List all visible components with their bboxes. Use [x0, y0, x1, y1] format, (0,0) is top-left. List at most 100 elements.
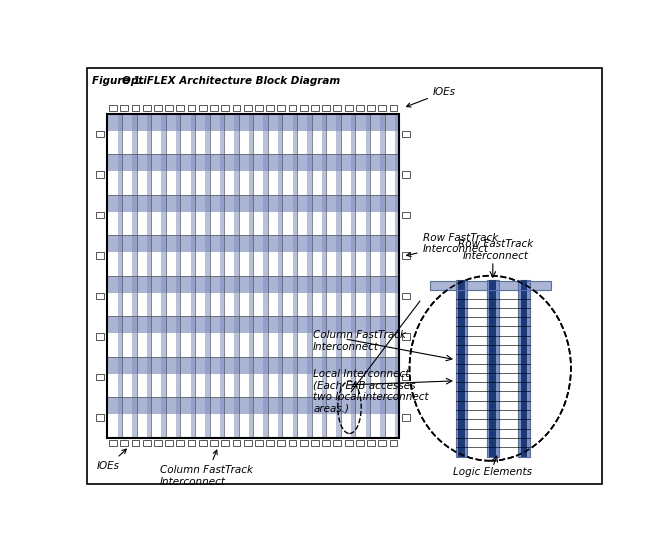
Bar: [378, 440, 386, 447]
Bar: [199, 440, 207, 447]
Bar: [292, 114, 297, 437]
Bar: [403, 414, 410, 420]
Bar: [205, 114, 210, 437]
Bar: [521, 280, 528, 456]
Bar: [120, 105, 128, 111]
Bar: [300, 440, 308, 447]
Bar: [403, 212, 410, 218]
Bar: [120, 440, 128, 447]
Bar: [233, 440, 241, 447]
Bar: [97, 333, 104, 340]
Bar: [176, 114, 180, 437]
Text: Row FastTrack
Interconnect: Row FastTrack Interconnect: [458, 239, 533, 261]
Bar: [255, 440, 263, 447]
Bar: [356, 105, 364, 111]
Text: Column FastTrack
Interconnect: Column FastTrack Interconnect: [160, 450, 253, 486]
Ellipse shape: [409, 276, 571, 461]
Bar: [210, 440, 218, 447]
Bar: [108, 114, 399, 437]
Bar: [356, 440, 364, 447]
Bar: [108, 316, 399, 333]
Bar: [351, 114, 355, 437]
Text: Column FastTrack
Interconnect: Column FastTrack Interconnect: [313, 330, 406, 352]
Bar: [288, 440, 296, 447]
Bar: [263, 114, 268, 437]
Bar: [323, 105, 330, 111]
Bar: [249, 114, 253, 437]
Text: Local Interconnect
(Each LAB accesses
two local interconnect
areas.): Local Interconnect (Each LAB accesses tw…: [313, 369, 429, 414]
Bar: [366, 114, 370, 437]
Bar: [403, 171, 410, 177]
Bar: [333, 440, 341, 447]
Bar: [403, 252, 410, 259]
Bar: [165, 105, 173, 111]
Bar: [311, 440, 319, 447]
Bar: [307, 114, 312, 437]
Bar: [154, 440, 162, 447]
Bar: [142, 105, 151, 111]
Bar: [108, 235, 399, 252]
Bar: [244, 440, 251, 447]
Bar: [300, 105, 308, 111]
Bar: [97, 374, 104, 380]
Bar: [191, 114, 195, 437]
Bar: [390, 105, 397, 111]
Bar: [132, 114, 136, 437]
Bar: [220, 114, 224, 437]
Bar: [109, 105, 117, 111]
Bar: [199, 105, 207, 111]
Bar: [487, 280, 499, 456]
Bar: [187, 105, 196, 111]
Bar: [518, 280, 530, 456]
Bar: [97, 414, 104, 420]
Bar: [367, 105, 375, 111]
Bar: [108, 114, 399, 131]
Bar: [323, 440, 330, 447]
Bar: [394, 114, 399, 437]
Bar: [378, 105, 386, 111]
Bar: [458, 280, 465, 456]
Bar: [403, 131, 410, 137]
Bar: [367, 440, 375, 447]
Bar: [108, 155, 399, 171]
Bar: [337, 114, 341, 437]
Bar: [244, 105, 251, 111]
Bar: [97, 252, 104, 259]
Bar: [97, 293, 104, 299]
Bar: [97, 171, 104, 177]
Text: IOEs: IOEs: [97, 449, 126, 471]
Bar: [322, 114, 326, 437]
Text: Logic Elements: Logic Elements: [454, 467, 532, 477]
Bar: [210, 105, 218, 111]
Bar: [278, 105, 285, 111]
Bar: [97, 212, 104, 218]
Bar: [187, 440, 196, 447]
Bar: [108, 195, 399, 212]
Bar: [278, 114, 282, 437]
Bar: [108, 357, 399, 373]
Bar: [161, 114, 166, 437]
Bar: [109, 440, 117, 447]
Bar: [288, 105, 296, 111]
Bar: [177, 440, 184, 447]
Bar: [390, 440, 397, 447]
Bar: [142, 440, 151, 447]
Bar: [154, 105, 162, 111]
Bar: [311, 105, 319, 111]
Bar: [403, 293, 410, 299]
Bar: [233, 105, 241, 111]
Bar: [345, 440, 353, 447]
Bar: [108, 397, 399, 414]
Bar: [489, 281, 496, 290]
Bar: [177, 105, 184, 111]
Bar: [221, 105, 229, 111]
Bar: [132, 440, 139, 447]
Bar: [108, 114, 399, 437]
Bar: [132, 105, 139, 111]
Text: Figure 1.: Figure 1.: [92, 76, 148, 86]
Text: OptiFLEX Architecture Block Diagram: OptiFLEX Architecture Block Diagram: [122, 76, 340, 86]
Bar: [235, 114, 239, 437]
Bar: [266, 105, 274, 111]
Bar: [221, 440, 229, 447]
Bar: [489, 280, 496, 456]
